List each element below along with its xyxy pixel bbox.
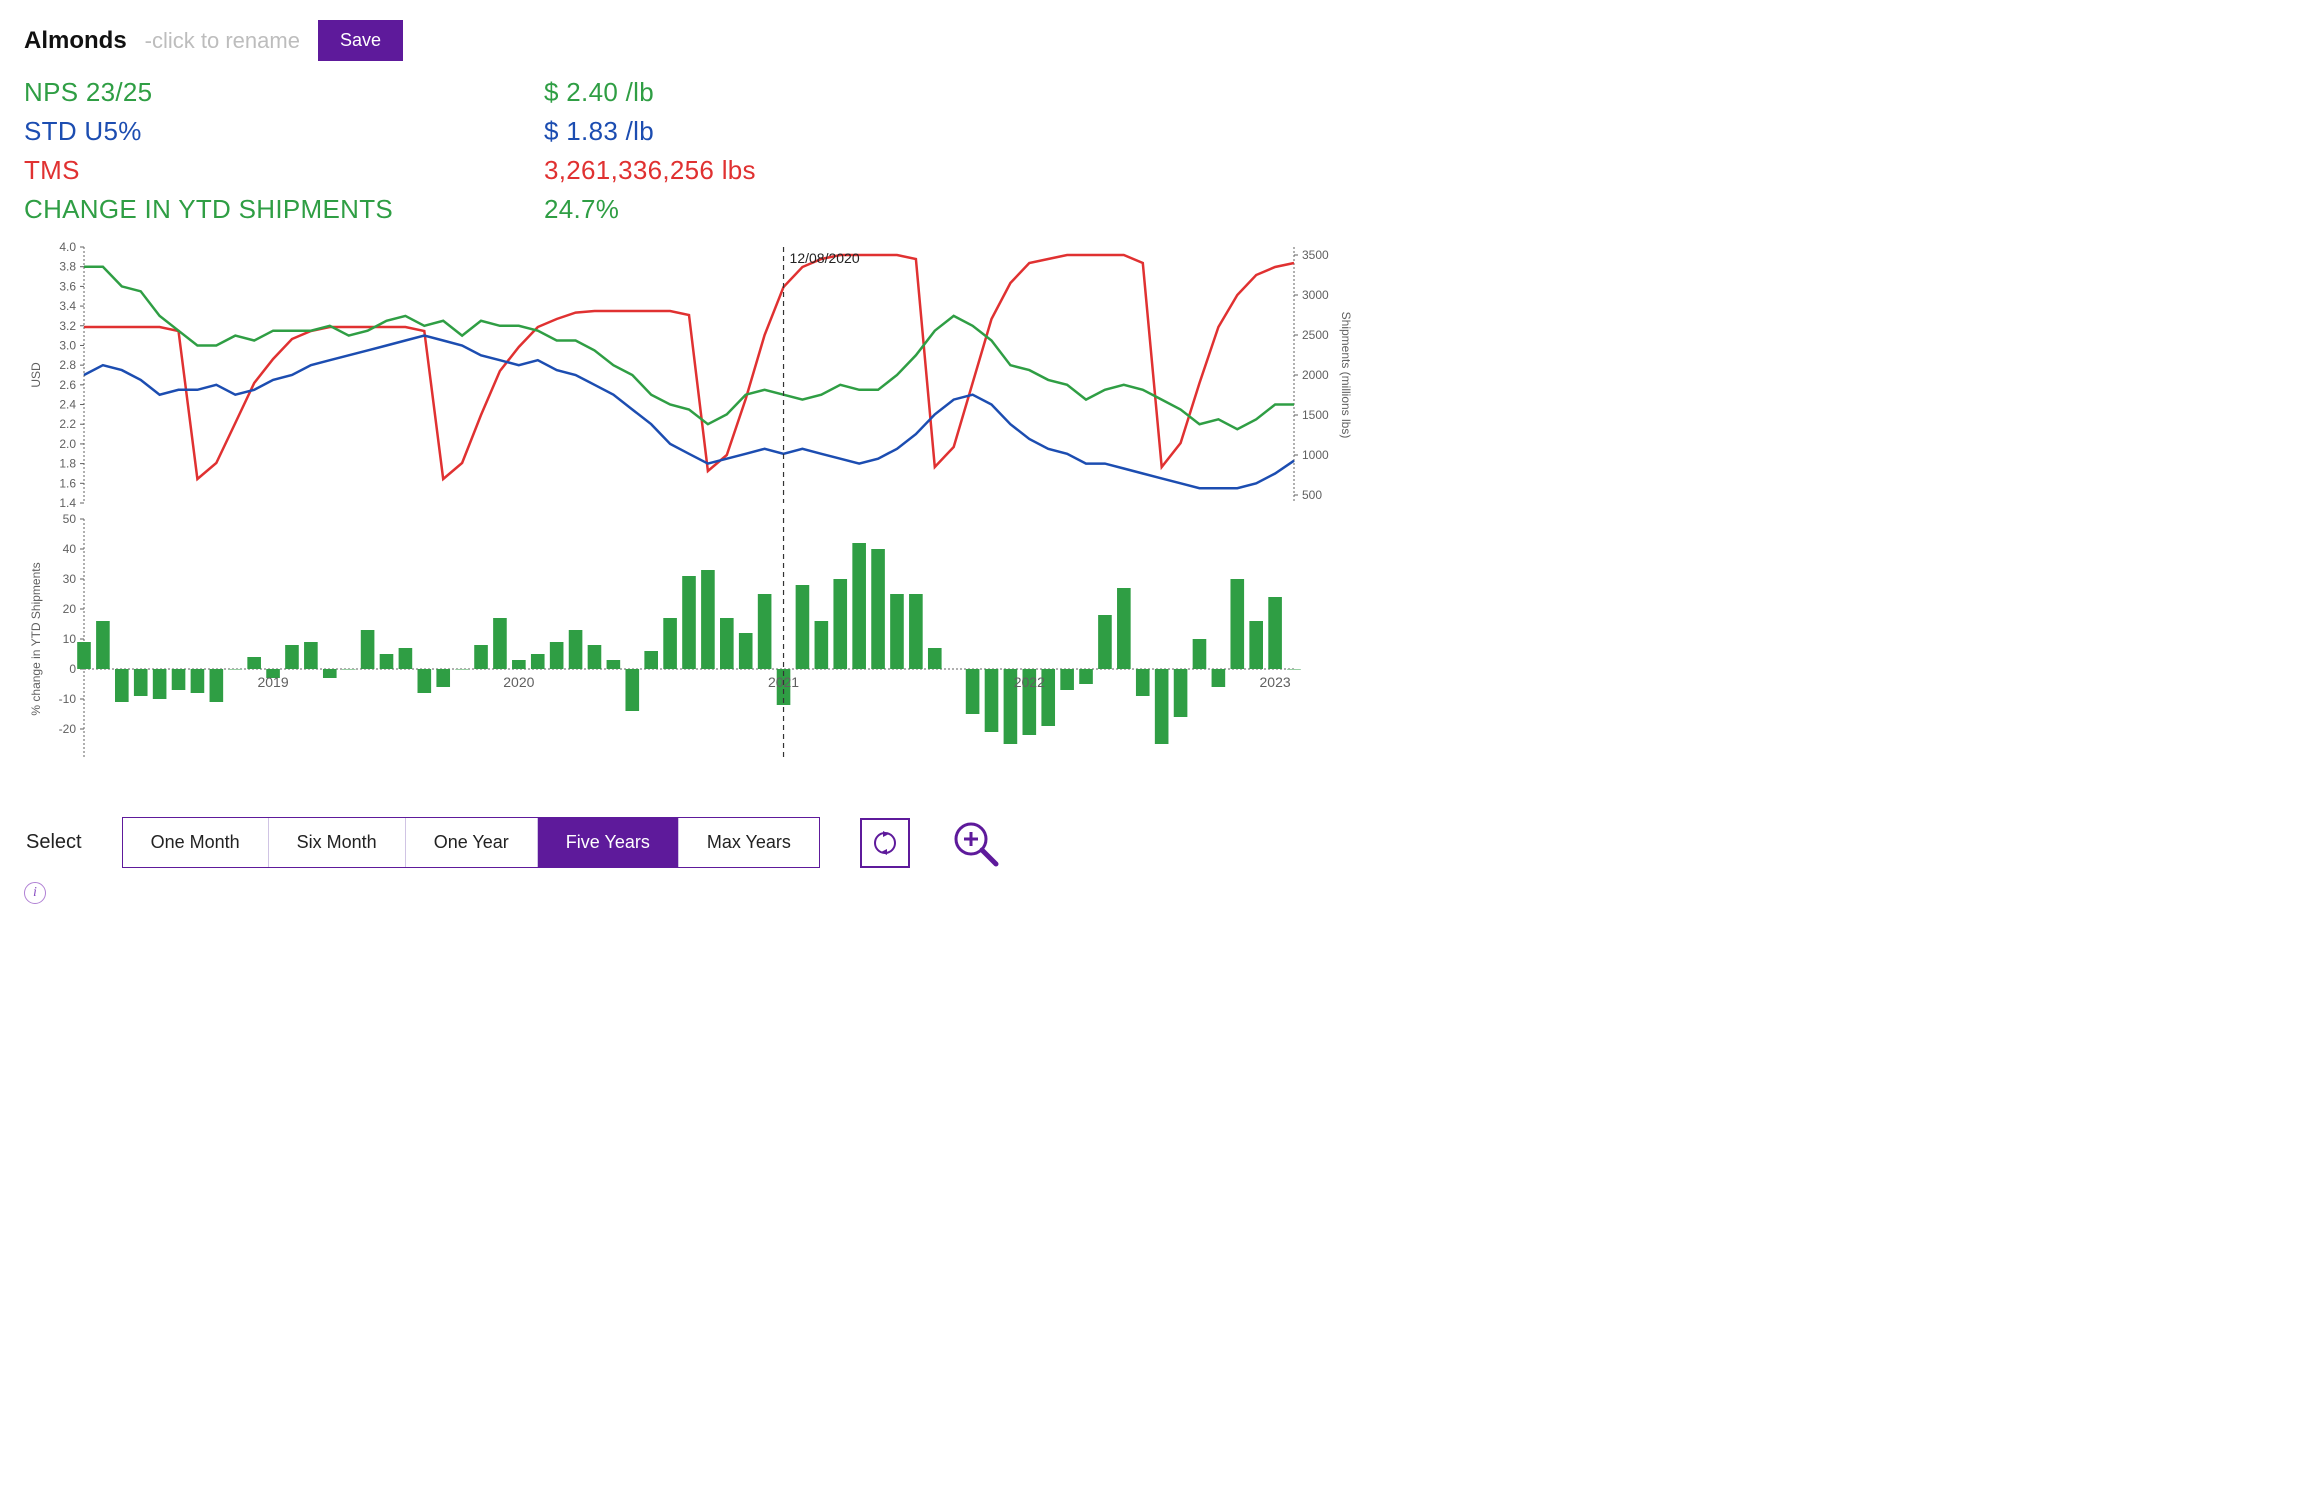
- svg-text:USD: USD: [29, 362, 43, 388]
- svg-text:10: 10: [63, 632, 77, 646]
- refresh-icon: [869, 827, 901, 859]
- svg-text:2.4: 2.4: [59, 398, 76, 412]
- svg-text:-20: -20: [59, 722, 77, 736]
- svg-text:30: 30: [63, 572, 77, 586]
- svg-text:2022: 2022: [1014, 674, 1045, 690]
- svg-text:0: 0: [69, 662, 76, 676]
- time-range-group: One MonthSix MonthOne YearFive YearsMax …: [122, 817, 820, 868]
- zoom-in-icon: [950, 818, 1000, 868]
- svg-text:1.8: 1.8: [59, 457, 76, 471]
- svg-text:2500: 2500: [1302, 328, 1329, 342]
- svg-text:3500: 3500: [1302, 248, 1329, 262]
- info-button[interactable]: i: [24, 882, 46, 904]
- svg-text:3.0: 3.0: [59, 338, 76, 352]
- svg-text:3.8: 3.8: [59, 260, 76, 274]
- svg-text:1000: 1000: [1302, 448, 1329, 462]
- svg-text:1.6: 1.6: [59, 476, 76, 490]
- svg-text:% change in YTD Shipments: % change in YTD Shipments: [29, 562, 43, 715]
- metric-value-nps: $ 2.40 /lb: [544, 73, 654, 112]
- metric-label-tms: TMS: [24, 151, 544, 190]
- svg-text:2.6: 2.6: [59, 378, 76, 392]
- svg-text:3.6: 3.6: [59, 279, 76, 293]
- svg-text:2.2: 2.2: [59, 417, 76, 431]
- ytd-change-bar-chart[interactable]: -20 -10 0 10 20 30 40 50 % change in YTD Shipmen…: [24, 509, 1354, 789]
- svg-text:40: 40: [63, 542, 77, 556]
- price-shipments-line-chart[interactable]: 1.4 1.6 1.8 2.0 2.2 2.4 2.6 2.8 3.0 3.2 3.4 3.6 3.8 4…: [24, 239, 1354, 509]
- refresh-button[interactable]: [860, 818, 910, 868]
- metric-label-nps: NPS 23/25: [24, 73, 544, 112]
- metric-label-ytd: CHANGE IN YTD SHIPMENTS: [24, 190, 544, 229]
- svg-text:2.0: 2.0: [59, 437, 76, 451]
- metric-value-std: $ 1.83 /lb: [544, 112, 654, 151]
- svg-text:12/08/2020: 12/08/2020: [790, 250, 860, 266]
- rename-hint[interactable]: -click to rename: [145, 28, 300, 54]
- svg-text:4.0: 4.0: [59, 240, 76, 254]
- svg-text:2019: 2019: [257, 674, 288, 690]
- range-btn-five-years[interactable]: Five Years: [538, 818, 679, 867]
- svg-text:3000: 3000: [1302, 288, 1329, 302]
- metric-value-tms: 3,261,336,256 lbs: [544, 151, 756, 190]
- svg-text:2000: 2000: [1302, 368, 1329, 382]
- range-btn-one-month[interactable]: One Month: [123, 818, 269, 867]
- svg-text:1.4: 1.4: [59, 496, 76, 509]
- svg-text:Shipments (millions lbs): Shipments (millions lbs): [1339, 312, 1353, 439]
- range-btn-max-years[interactable]: Max Years: [679, 818, 819, 867]
- page-title[interactable]: Almonds: [24, 27, 127, 55]
- svg-text:3.2: 3.2: [59, 319, 76, 333]
- metric-label-std: STD U5%: [24, 112, 544, 151]
- svg-text:1500: 1500: [1302, 408, 1329, 422]
- zoom-in-button[interactable]: [950, 818, 1000, 868]
- range-btn-six-month[interactable]: Six Month: [269, 818, 406, 867]
- metrics-block: NPS 23/25 $ 2.40 /lb STD U5% $ 1.83 /lb …: [24, 73, 1356, 229]
- svg-text:3.4: 3.4: [59, 299, 76, 313]
- svg-text:-10: -10: [59, 692, 77, 706]
- svg-text:2023: 2023: [1260, 674, 1291, 690]
- svg-text:50: 50: [63, 512, 77, 526]
- svg-text:2.8: 2.8: [59, 358, 76, 372]
- svg-text:2020: 2020: [503, 674, 534, 690]
- save-button[interactable]: Save: [318, 20, 403, 61]
- metric-value-ytd: 24.7%: [544, 190, 619, 229]
- svg-text:500: 500: [1302, 488, 1322, 502]
- range-select-label: Select: [26, 831, 82, 854]
- svg-text:20: 20: [63, 602, 77, 616]
- range-btn-one-year[interactable]: One Year: [406, 818, 538, 867]
